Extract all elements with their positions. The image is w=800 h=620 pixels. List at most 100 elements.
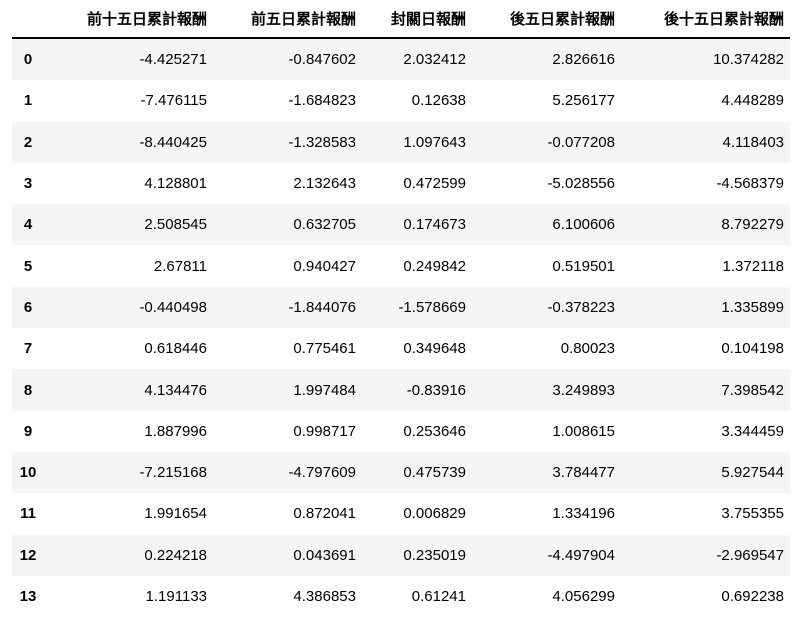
- table-cell: 0.043691: [293, 546, 356, 564]
- table-cell: 1.097643: [403, 133, 466, 151]
- table-cell: 1.335899: [721, 298, 784, 316]
- table-cell: 0.472599: [403, 175, 466, 193]
- table-cell: 0.249842: [403, 257, 466, 275]
- table-cell: 0.692238: [721, 588, 784, 605]
- table-cell: 1.334196: [552, 505, 615, 523]
- table-row: 10 -7.215168 -4.797609 0.475739 3.784477 5.92…: [12, 451, 790, 494]
- table-cell: 4.386853: [293, 588, 356, 605]
- table-cell: -2.969547: [716, 546, 784, 564]
- table-row: 8 4.134476 1.997484 -0.83916 3.249893 7.39854…: [12, 369, 790, 411]
- table-row: 0 -4.425271 -0.847602 2.032412 2.826616 10.37…: [12, 38, 790, 81]
- row-index: 6: [23, 298, 33, 316]
- table-cell: 2.508545: [144, 216, 207, 234]
- row-index: 7: [23, 340, 33, 358]
- column-header: 封關日報酬: [362, 0, 472, 39]
- column-header: 後五日累計報酬: [472, 0, 621, 39]
- table-cell: 0.224218: [144, 546, 207, 564]
- table-cell: 0.349648: [403, 340, 466, 358]
- row-index: 4: [23, 216, 33, 234]
- table-cell: 0.940427: [293, 257, 356, 275]
- table-cell: 5.256177: [552, 92, 615, 110]
- table-cell: 0.174673: [403, 216, 466, 234]
- table-row: 4 2.508545 0.632705 0.174673 6.100606 8.79227…: [12, 204, 790, 246]
- table-cell: -8.440425: [139, 133, 207, 151]
- table-cell: -4.797609: [288, 464, 356, 482]
- row-index: 2: [23, 133, 33, 151]
- table-cell: 4.056299: [552, 588, 615, 605]
- table-row: 11 1.991654 0.872041 0.006829 1.334196 3.7553…: [12, 493, 790, 534]
- row-index: 3: [23, 175, 33, 193]
- table-cell: 0.775461: [293, 340, 356, 358]
- table-cell: 0.12638: [411, 92, 466, 110]
- table-cell: 0.61241: [411, 588, 466, 605]
- table-row: 9 1.887996 0.998717 0.253646 1.008615 3.34445…: [12, 411, 790, 452]
- table-row: 13 1.191133 4.386853 0.61241 4.056299 0.69223…: [12, 576, 790, 617]
- table-cell: 0.104198: [721, 340, 784, 358]
- row-index: 9: [23, 422, 33, 440]
- row-index: 12: [19, 546, 37, 564]
- table-cell: -1.578669: [398, 298, 466, 316]
- table-cell: 10.374282: [713, 51, 784, 69]
- header-row: 前十五日累計報酬 前五日累計報酬 封關日報酬 後五日累計報酬 後十五日累計報酬: [12, 0, 790, 39]
- table-cell: -0.378223: [547, 298, 615, 316]
- table-cell: 0.519501: [552, 257, 615, 275]
- table-cell: 4.118403: [722, 133, 784, 151]
- table-cell: 3.249893: [552, 381, 615, 399]
- row-index: 13: [19, 588, 37, 605]
- table-cell: 5.927544: [721, 464, 784, 482]
- table-cell: -1.844076: [288, 298, 356, 316]
- table-cell: -7.215168: [139, 464, 207, 482]
- table-cell: 0.253646: [403, 422, 466, 440]
- row-index: 1: [23, 92, 33, 110]
- row-index: 10: [19, 464, 37, 482]
- table-cell: 0.475739: [403, 464, 466, 482]
- dataframe-table: 前十五日累計報酬 前五日累計報酬 封關日報酬 後五日累計報酬 後十五日累計報酬 0 -4.…: [12, 0, 790, 617]
- table-cell: 0.632705: [293, 216, 356, 234]
- table-cell: -5.028556: [547, 175, 615, 193]
- table-cell: -0.077208: [547, 133, 615, 151]
- column-header: 後十五日累計報酬: [621, 0, 790, 39]
- table-row: 5 2.67811 0.940427 0.249842 0.519501 1.372118: [12, 245, 790, 286]
- table-cell: -1.328583: [288, 133, 356, 151]
- table-cell: -4.425271: [139, 51, 207, 69]
- table-cell: 0.235019: [403, 546, 466, 564]
- table-cell: 8.792279: [721, 216, 784, 234]
- index-header: [12, 0, 52, 39]
- table-cell: 1.372118: [722, 257, 784, 275]
- table-cell: 2.67811: [153, 257, 207, 275]
- table-row: 1 -7.476115 -1.684823 0.12638 5.256177 4.4482…: [12, 80, 790, 121]
- column-header: 前五日累計報酬: [213, 0, 362, 39]
- table-cell: 6.100606: [552, 216, 615, 234]
- table-cell: 0.998717: [293, 422, 356, 440]
- table-cell: 0.618446: [144, 340, 207, 358]
- table-cell: 1.991654: [144, 505, 207, 523]
- table-cell: 4.128801: [144, 175, 207, 193]
- table-cell: -0.440498: [139, 298, 207, 316]
- table-row: 7 0.618446 0.775461 0.349648 0.80023 0.104198: [12, 328, 790, 369]
- row-index: 0: [23, 51, 33, 69]
- row-index: 5: [23, 257, 33, 275]
- table-cell: -4.497904: [547, 546, 615, 564]
- table-cell: -1.684823: [288, 92, 356, 110]
- table-cell: 1.997484: [293, 381, 356, 399]
- table-cell: 0.80023: [560, 340, 615, 358]
- table-cell: 1.191133: [145, 588, 207, 605]
- table-cell: 0.872041: [293, 505, 356, 523]
- table-cell: 0.006829: [403, 505, 466, 523]
- table-row: 2 -8.440425 -1.328583 1.097643 -0.077208 4.11…: [12, 121, 790, 163]
- table-cell: 1.008615: [552, 422, 615, 440]
- row-index: 11: [20, 505, 36, 523]
- table-cell: -7.476115: [140, 92, 207, 110]
- table-cell: -4.568379: [716, 175, 784, 193]
- row-index: 8: [23, 381, 33, 399]
- table-cell: 2.032412: [403, 51, 466, 69]
- table-cell: 2.826616: [552, 51, 615, 69]
- table-cell: -0.83916: [406, 381, 466, 399]
- table-row: 6 -0.440498 -1.844076 -1.578669 -0.378223 1.3…: [12, 286, 790, 329]
- table-row: 12 0.224218 0.043691 0.235019 -4.497904 -2.96…: [12, 534, 790, 576]
- table-cell: -0.847602: [288, 51, 356, 69]
- table-cell: 4.448289: [721, 92, 784, 110]
- table-cell: 3.344459: [721, 422, 784, 440]
- table-cell: 3.755355: [721, 505, 784, 523]
- column-header: 前十五日累計報酬: [52, 0, 213, 39]
